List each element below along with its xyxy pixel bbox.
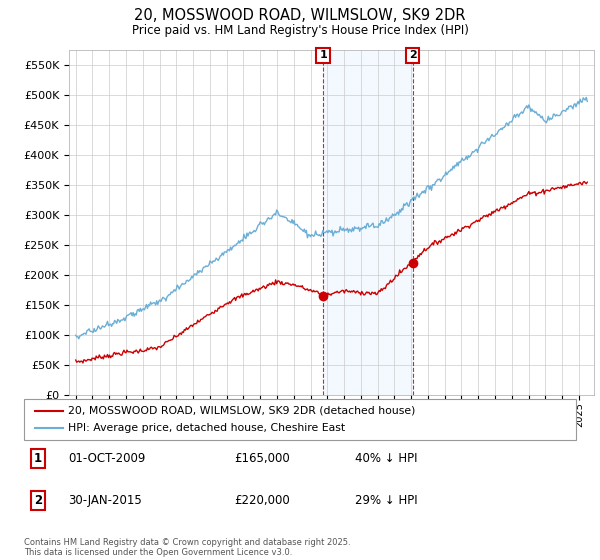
Text: 20, MOSSWOOD ROAD, WILMSLOW, SK9 2DR (detached house): 20, MOSSWOOD ROAD, WILMSLOW, SK9 2DR (de… bbox=[68, 405, 416, 416]
Text: 1: 1 bbox=[34, 452, 42, 465]
FancyBboxPatch shape bbox=[24, 399, 576, 440]
Text: 29% ↓ HPI: 29% ↓ HPI bbox=[355, 494, 418, 507]
Text: 2: 2 bbox=[409, 50, 416, 60]
Text: 30-JAN-2015: 30-JAN-2015 bbox=[68, 494, 142, 507]
Text: 40% ↓ HPI: 40% ↓ HPI bbox=[355, 452, 418, 465]
Text: 20, MOSSWOOD ROAD, WILMSLOW, SK9 2DR: 20, MOSSWOOD ROAD, WILMSLOW, SK9 2DR bbox=[134, 8, 466, 24]
Text: 01-OCT-2009: 01-OCT-2009 bbox=[68, 452, 146, 465]
Text: HPI: Average price, detached house, Cheshire East: HPI: Average price, detached house, Ches… bbox=[68, 423, 345, 433]
Text: 1: 1 bbox=[319, 50, 327, 60]
Text: Price paid vs. HM Land Registry's House Price Index (HPI): Price paid vs. HM Land Registry's House … bbox=[131, 24, 469, 36]
Text: £165,000: £165,000 bbox=[234, 452, 290, 465]
Text: £220,000: £220,000 bbox=[234, 494, 290, 507]
Text: Contains HM Land Registry data © Crown copyright and database right 2025.
This d: Contains HM Land Registry data © Crown c… bbox=[24, 538, 350, 557]
Bar bbox=[323, 50, 413, 395]
Text: 2: 2 bbox=[34, 494, 42, 507]
